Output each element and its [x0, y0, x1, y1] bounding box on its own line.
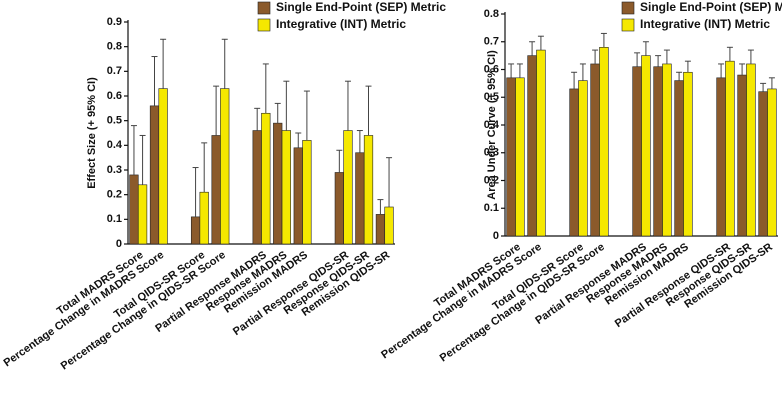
- bar: [662, 63, 672, 237]
- bar: [220, 88, 230, 245]
- y-axis-title: Area Under Curve (+ 95% CI): [486, 50, 498, 200]
- bar: [569, 88, 579, 237]
- bar: [252, 130, 262, 245]
- bar: [590, 63, 600, 237]
- bar: [273, 122, 283, 245]
- legend-label: Single End-Point (SEP) Metric: [640, 0, 782, 14]
- y-tick-label: 0.8: [107, 41, 122, 53]
- y-tick-label: 0.9: [107, 16, 122, 28]
- y-tick-label: 0.5: [484, 91, 499, 103]
- bar: [683, 71, 693, 237]
- legend-label: Integrative (INT) Metric: [640, 17, 770, 31]
- bar: [641, 55, 651, 237]
- bar: [355, 152, 365, 245]
- y-tick-label: 0.8: [484, 8, 499, 20]
- bar: [536, 49, 546, 237]
- y-tick-label: 0.2: [107, 189, 122, 201]
- bar: [281, 130, 291, 245]
- y-tick-label: 0.3: [484, 147, 499, 159]
- bar: [293, 147, 303, 245]
- bar: [506, 77, 516, 237]
- bar: [767, 88, 777, 237]
- legend-label: Integrative (INT) Metric: [276, 17, 406, 31]
- bar: [211, 135, 221, 245]
- legend-label: Single End-Point (SEP) Metric: [276, 0, 446, 14]
- bar: [129, 174, 139, 245]
- bar: [716, 77, 726, 237]
- bar: [334, 172, 344, 245]
- y-tick-label: 0: [116, 238, 122, 250]
- y-tick-label: 0.4: [484, 119, 500, 131]
- y-tick-label: 0.1: [107, 213, 122, 225]
- bar: [302, 140, 312, 245]
- y-tick-label: 0.7: [484, 36, 499, 48]
- y-tick-label: 0.3: [107, 164, 122, 176]
- bar: [578, 80, 588, 237]
- legend-swatch: [257, 1, 271, 15]
- bar: [515, 77, 525, 237]
- y-tick-label: 0.7: [107, 65, 122, 77]
- bar: [375, 214, 386, 245]
- legend-swatch: [621, 1, 635, 15]
- bar: [384, 206, 394, 245]
- bar: [149, 105, 160, 245]
- bar: [725, 60, 735, 237]
- bar: [632, 66, 642, 237]
- y-tick-label: 0.6: [484, 63, 499, 75]
- bar: [746, 63, 756, 237]
- bar: [599, 46, 609, 237]
- bar: [363, 135, 374, 245]
- bar: [737, 74, 747, 237]
- legend-swatch: [621, 18, 635, 32]
- bar: [527, 55, 537, 237]
- y-tick-label: 0.1: [484, 202, 499, 214]
- y-tick-label: 0.4: [107, 139, 123, 151]
- bar: [343, 130, 353, 245]
- bar: [199, 191, 209, 245]
- bar: [158, 88, 168, 245]
- legend-swatch: [257, 18, 271, 32]
- bar: [261, 112, 271, 245]
- y-tick-label: 0.5: [107, 115, 122, 127]
- bar: [758, 91, 768, 237]
- y-tick-label: 0: [493, 230, 499, 242]
- y-axis-title: Effect Size (+ 95% CI): [86, 77, 98, 189]
- bar: [674, 80, 684, 237]
- bar: [137, 184, 148, 245]
- y-tick-label: 0.2: [484, 174, 499, 186]
- bar: [653, 66, 663, 237]
- y-tick-label: 0.6: [107, 90, 122, 102]
- bar: [190, 216, 201, 245]
